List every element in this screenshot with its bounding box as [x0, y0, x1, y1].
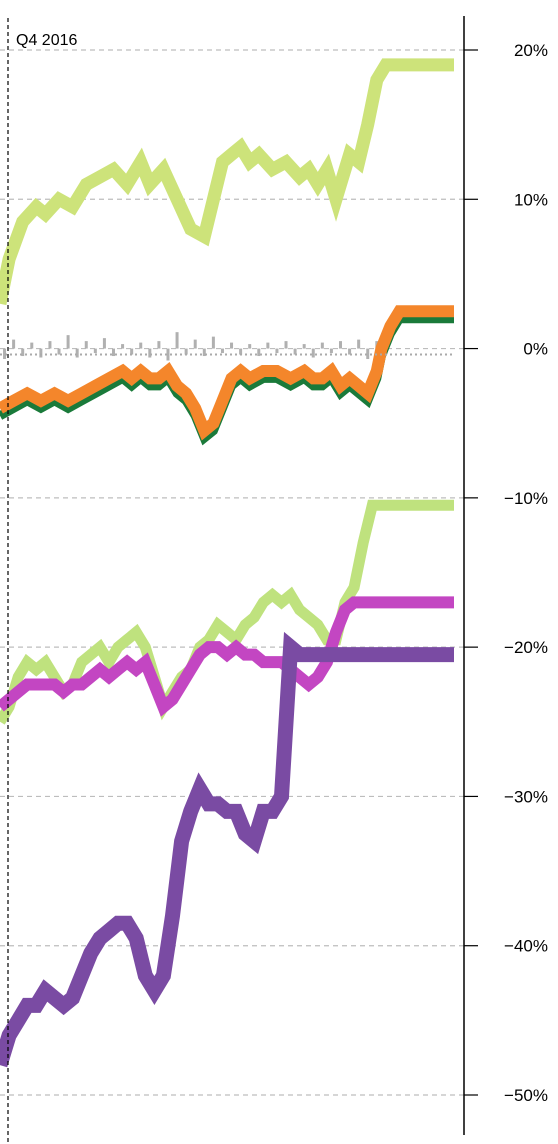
- volume-bar: [175, 332, 179, 349]
- volume-bars: [3, 332, 388, 361]
- volume-bar: [121, 344, 125, 349]
- volume-bar: [166, 348, 170, 361]
- volume-bar: [139, 342, 143, 349]
- volume-bar: [257, 348, 261, 357]
- volume-bar: [211, 336, 215, 349]
- volume-bar: [184, 348, 188, 355]
- volume-bar: [302, 344, 306, 349]
- volume-bar: [112, 348, 115, 357]
- volume-bar: [311, 348, 315, 358]
- series-line-4: [0, 596, 454, 717]
- volume-bar: [57, 348, 61, 355]
- y-tick-label: −50%: [504, 1086, 548, 1105]
- volume-bar: [93, 348, 97, 354]
- volume-bar: [320, 342, 324, 349]
- volume-bar: [102, 338, 106, 349]
- volume-bar: [284, 341, 288, 349]
- volume-bar: [48, 341, 52, 349]
- volume-bar: [293, 348, 297, 355]
- volume-bar: [239, 348, 243, 355]
- volume-bar: [39, 348, 43, 358]
- volume-bar: [66, 335, 70, 349]
- volume-bar: [12, 339, 16, 349]
- volume-bar: [357, 339, 361, 349]
- y-tick-label: 20%: [514, 41, 548, 60]
- volume-bar: [230, 342, 234, 349]
- volume-bar: [366, 348, 370, 360]
- volume-bar: [248, 344, 252, 349]
- annotation-label: Q4 2016: [16, 32, 77, 49]
- volume-bar: [193, 339, 197, 349]
- volume-bar: [30, 342, 34, 349]
- y-tick-label: −20%: [504, 638, 548, 657]
- volume-bar: [202, 348, 206, 357]
- series-line-5: [0, 631, 454, 1068]
- volume-bar: [329, 348, 333, 354]
- y-tick-label: −40%: [504, 937, 548, 956]
- series-line-2: [0, 305, 454, 441]
- volume-bar: [266, 342, 270, 349]
- y-axis-ticks: 20% 10% 0% −10% −20% −30% −40% −50%: [464, 41, 548, 1105]
- volume-bar: [84, 341, 88, 349]
- volume-bar: [275, 348, 279, 354]
- volume-bar: [339, 341, 342, 349]
- series-lines: [0, 58, 454, 1068]
- volume-bar: [21, 348, 25, 357]
- volume-bar: [220, 348, 224, 354]
- volume-bar: [157, 341, 161, 349]
- volume-bar: [75, 348, 79, 358]
- y-tick-label: −10%: [504, 489, 548, 508]
- volume-bar: [130, 348, 134, 355]
- series-line-0: [0, 58, 454, 306]
- volume-bar: [348, 348, 352, 355]
- y-tick-label: 10%: [514, 190, 548, 209]
- y-tick-label: 0%: [523, 340, 548, 359]
- y-tick-label: −30%: [504, 787, 548, 806]
- volume-bar: [3, 348, 7, 360]
- volume-bar: [148, 348, 152, 358]
